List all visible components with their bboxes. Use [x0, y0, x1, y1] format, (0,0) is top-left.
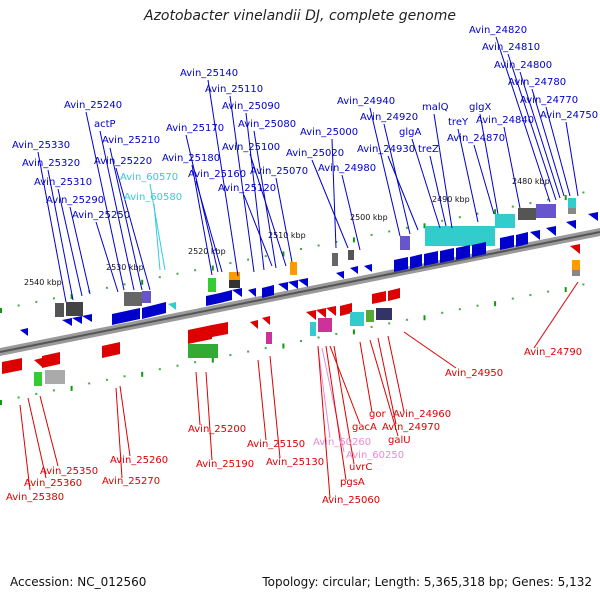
gene-label-avin25380: Avin_25380	[6, 492, 64, 503]
gene-label-avin24980: Avin_24980	[318, 163, 376, 174]
gene-label-pgsa: pgsA	[340, 477, 365, 488]
top-leader-lines	[37, 36, 579, 303]
tick-2490: 2490 kbp	[432, 195, 470, 204]
gene-label-avin24820: Avin_24820	[469, 25, 527, 36]
gene-label-avin25310: Avin_25310	[34, 177, 92, 188]
gene-label-avin25360: Avin_25360	[24, 478, 82, 489]
gene-label-avin24930: Avin_24930	[357, 144, 415, 155]
forward-genes	[20, 198, 598, 336]
gene-label-avin25120: Avin_25120	[218, 183, 276, 194]
genome-stats-text: Topology: circular; Length: 5,365,318 bp…	[262, 575, 592, 589]
gene-label-avin24950: Avin_24950	[445, 368, 503, 379]
gene-label-avin25150: Avin_25150	[247, 439, 305, 450]
gene-label-avin25130: Avin_25130	[266, 457, 324, 468]
gene-label-avin24810: Avin_24810	[482, 42, 540, 53]
gene-label-avin24840: Avin_24840	[476, 115, 534, 126]
reverse-genes	[2, 244, 580, 386]
genome-title: Azotobacter vinelandii DJ, complete geno…	[144, 8, 456, 24]
gene-label-avin25330: Avin_25330	[12, 140, 70, 151]
gene-label-avin24970: Avin_24970	[382, 422, 440, 433]
gene-label-avin60260: Avin_60260	[313, 437, 371, 448]
gene-label-gor: gor	[369, 409, 386, 420]
gene-label-avin25250: Avin_25250	[72, 210, 130, 221]
gene-label-avin25080: Avin_25080	[238, 119, 296, 130]
gene-label-avin25320: Avin_25320	[22, 158, 80, 169]
gene-label-avin25160: Avin_25160	[188, 169, 246, 180]
gene-label-avin24790: Avin_24790	[524, 347, 582, 358]
gene-label-avin25240: Avin_25240	[64, 100, 122, 111]
gene-label-avin25290: Avin_25290	[46, 195, 104, 206]
gene-label-avin60570: Avin_60570	[120, 172, 178, 183]
tick-2520: 2520 kbp	[188, 247, 226, 256]
tick-2480: 2480 kbp	[512, 177, 550, 186]
gene-label-avin25210: Avin_25210	[102, 135, 160, 146]
gene-label-avin24920: Avin_24920	[360, 112, 418, 123]
gene-label-avin25140: Avin_25140	[180, 68, 238, 79]
track-dots	[0, 191, 585, 405]
accession-text: Accession: NC_012560	[10, 575, 147, 589]
gene-label-gaca: gacA	[352, 422, 377, 433]
tick-2500: 2500 kbp	[350, 213, 388, 222]
forward-gene-labels: Avin_25330 Avin_25320 Avin_25310 Avin_25…	[12, 25, 598, 221]
gene-label-avin25060: Avin_25060	[322, 495, 380, 506]
gene-label-avin24750: Avin_24750	[540, 110, 598, 121]
gene-label-avin60580: Avin_60580	[124, 192, 182, 203]
gene-label-avin24960: Avin_24960	[393, 409, 451, 420]
gene-label-trez: treZ	[418, 144, 439, 155]
tick-2540: 2540 kbp	[24, 278, 62, 287]
gene-label-avin25090: Avin_25090	[222, 101, 280, 112]
gene-label-avin25180: Avin_25180	[162, 153, 220, 164]
tick-2530: 2530 kbp	[106, 263, 144, 272]
gene-label-avin25270: Avin_25270	[102, 476, 160, 487]
gene-label-avin24870: Avin_24870	[447, 133, 505, 144]
gene-label-avin25350: Avin_25350	[40, 466, 98, 477]
gene-label-avin24770: Avin_24770	[520, 95, 578, 106]
gene-label-glga: glgA	[399, 127, 421, 138]
gene-label-avin25260: Avin_25260	[110, 455, 168, 466]
gene-label-avin25190: Avin_25190	[196, 459, 254, 470]
gene-label-avin60250: Avin_60250	[346, 450, 404, 461]
gene-label-avin25200: Avin_25200	[188, 424, 246, 435]
gene-label-avin25000: Avin_25000	[300, 127, 358, 138]
gene-label-avin24940: Avin_24940	[337, 96, 395, 107]
gene-label-avin25100: Avin_25100	[222, 142, 280, 153]
gene-label-avin25170: Avin_25170	[166, 123, 224, 134]
gene-label-malq: malQ	[422, 102, 449, 113]
gene-label-actp: actP	[94, 119, 116, 130]
gene-label-avin25020: Avin_25020	[286, 148, 344, 159]
gene-label-avin25220: Avin_25220	[94, 156, 152, 167]
gene-label-trey: treY	[448, 117, 469, 128]
gene-label-glgx: glgX	[469, 102, 491, 113]
reverse-gene-labels: Avin_25380 Avin_25360 Avin_25350 Avin_25…	[6, 347, 582, 506]
gene-label-galu: galU	[388, 435, 411, 446]
gene-label-avin25070: Avin_25070	[250, 166, 308, 177]
gene-label-avin25110: Avin_25110	[205, 84, 263, 95]
bottom-leader-lines	[19, 281, 579, 499]
gene-label-avin24800: Avin_24800	[494, 60, 552, 71]
gene-label-avin24780: Avin_24780	[508, 77, 566, 88]
gene-label-uvrc: uvrC	[349, 462, 372, 473]
